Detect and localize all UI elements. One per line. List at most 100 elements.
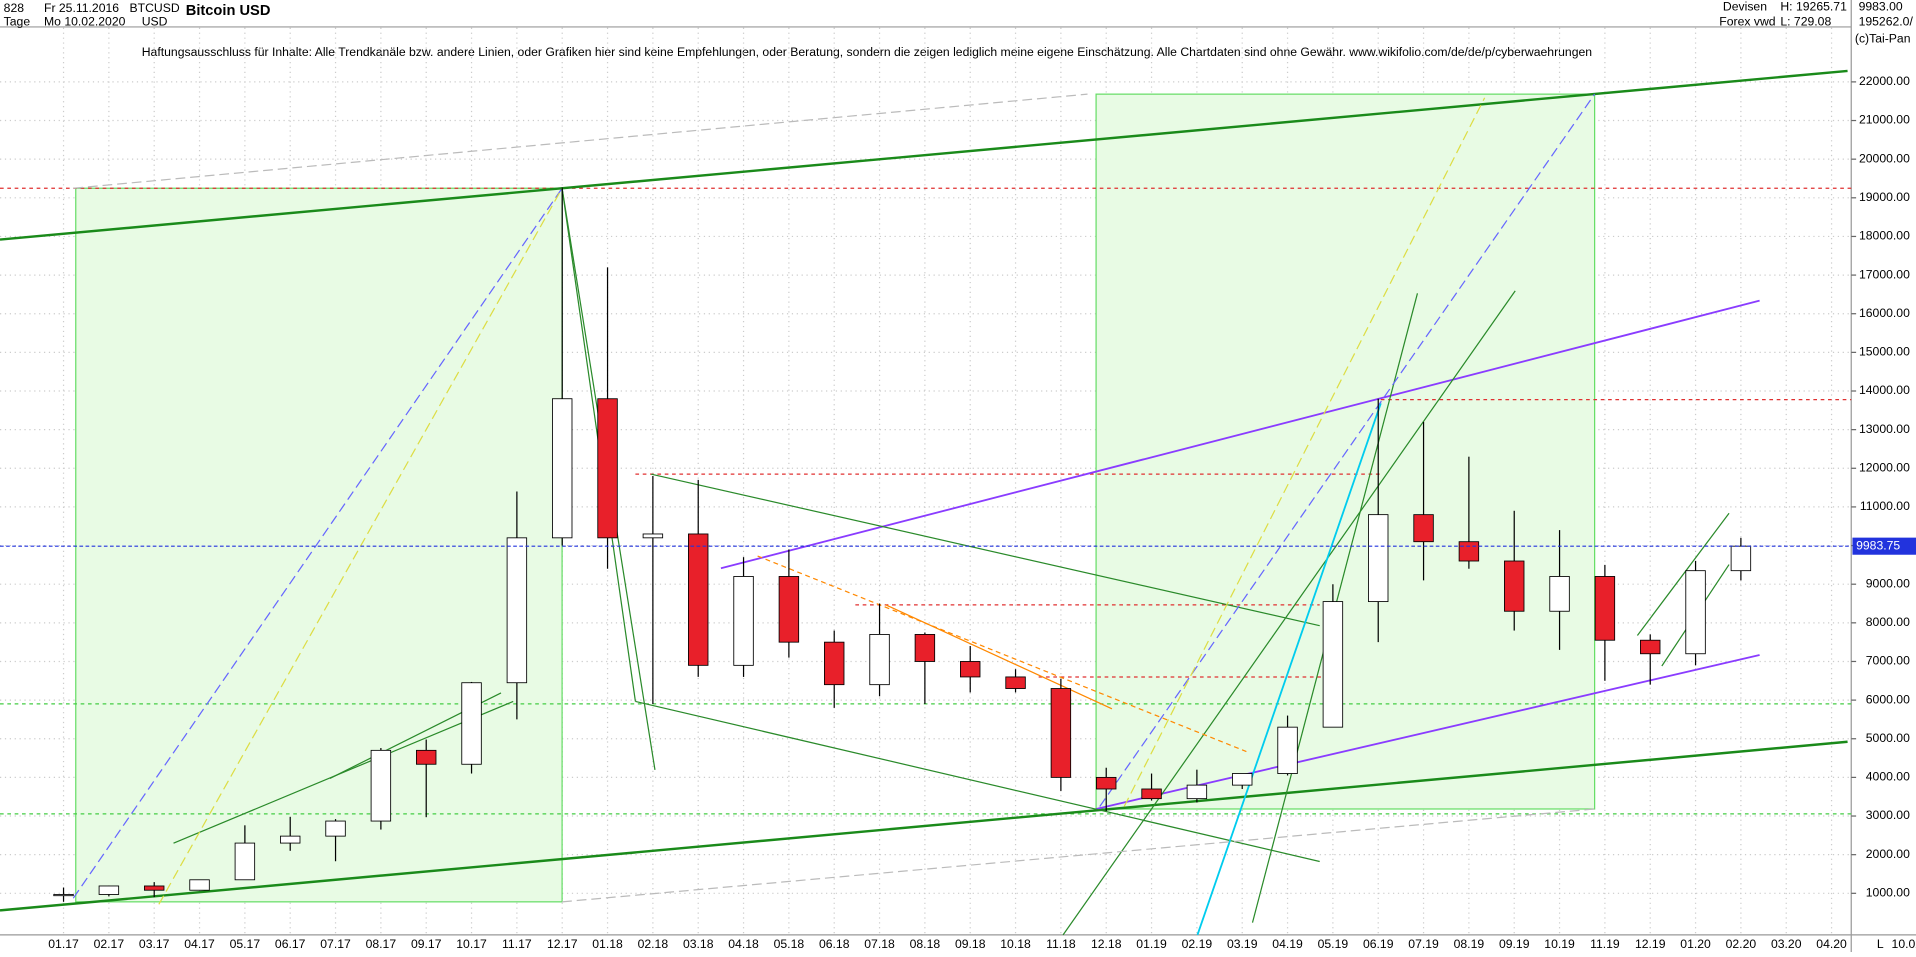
- y-tick-label: 2000.00: [1866, 847, 1910, 861]
- candle-body: [1277, 726, 1298, 774]
- candle-body: [1685, 570, 1706, 655]
- candle-body: [1186, 784, 1208, 800]
- trend-line: [1099, 93, 1596, 807]
- y-tick-label: 3000.00: [1866, 808, 1910, 822]
- candle-body: [869, 634, 890, 686]
- x-tick-label: 01.19: [1136, 937, 1167, 951]
- y-tick-label: 6000.00: [1866, 692, 1910, 706]
- trend-line: [562, 808, 1595, 903]
- candle-body: [280, 835, 301, 844]
- header-low: L: 729.08: [1780, 14, 1831, 28]
- candles: [53, 187, 1752, 902]
- trend-line: [0, 69, 1848, 241]
- candle-body: [1096, 776, 1117, 790]
- candle-body: [53, 894, 74, 897]
- disclaimer: Haftungsausschluss für Inhalte: Alle Tre…: [142, 45, 1592, 59]
- chart-title: Bitcoin USD: [186, 3, 271, 19]
- candle-body: [597, 398, 618, 539]
- x-tick-label: 10.17: [456, 937, 487, 951]
- candle-body: [1458, 541, 1480, 562]
- trend-line: [1095, 654, 1760, 810]
- candle-body: [1504, 560, 1525, 612]
- x-tick-label: 05.18: [774, 937, 805, 951]
- candle-body: [778, 576, 800, 643]
- x-tick-label: 12.19: [1635, 937, 1666, 951]
- candle-body: [1322, 601, 1344, 728]
- header-last: 9983.00: [1859, 0, 1903, 14]
- date-label: 10.02.20: [1892, 937, 1916, 951]
- x-tick-label: 02.19: [1182, 937, 1213, 951]
- candle-body: [824, 641, 845, 686]
- x-tick-label: 04.19: [1272, 937, 1303, 951]
- x-tick-label: 07.19: [1408, 937, 1439, 951]
- y-tick-label: 17000.00: [1859, 267, 1910, 281]
- candle-body: [1232, 773, 1253, 786]
- price-label-box: [1852, 537, 1916, 555]
- drawings: [0, 69, 1852, 936]
- y-tick-label: 19000.00: [1859, 190, 1910, 204]
- price-label: 9983.75: [1856, 538, 1900, 552]
- y-tick-label: 5000.00: [1866, 731, 1910, 745]
- x-tick-label: 06.19: [1363, 937, 1394, 951]
- candle-body: [189, 879, 210, 891]
- candle-body: [1730, 545, 1752, 572]
- x-tick-label: 09.18: [955, 937, 986, 951]
- x-tick-label: 09.19: [1499, 937, 1530, 951]
- candle-body: [960, 661, 981, 678]
- candle-body: [416, 749, 437, 765]
- candle-body: [1050, 688, 1072, 778]
- x-tick-label: 03.20: [1771, 937, 1802, 951]
- header-source: Forex vwd: [1719, 14, 1775, 28]
- trend-line: [1196, 402, 1382, 936]
- trend-line: [1123, 97, 1486, 807]
- trend-line: [757, 555, 1247, 753]
- y-tick-label: 22000.00: [1859, 74, 1910, 88]
- header-market: Devisen: [1723, 0, 1767, 14]
- x-tick-label: 08.17: [366, 937, 397, 951]
- candle-body: [1141, 788, 1162, 800]
- x-tick-label: 04.20: [1816, 937, 1847, 951]
- x-tick-label: 05.17: [230, 937, 261, 951]
- candle-body: [1594, 576, 1616, 641]
- trend-line: [720, 299, 1760, 570]
- y-tick-label: 15000.00: [1859, 345, 1910, 359]
- y-tick-label: 11000.00: [1860, 499, 1910, 513]
- x-tick-label: 08.18: [910, 937, 941, 951]
- trend-line: [72, 187, 563, 899]
- x-tick-label: 09.17: [411, 937, 442, 951]
- copyright: (c)Tai-Pan: [1855, 31, 1911, 45]
- candle-body: [914, 634, 936, 662]
- header-symbol: BTCUSD: [130, 1, 180, 15]
- y-tick-label: 4000.00: [1866, 770, 1910, 784]
- x-tick-label: 11.19: [1590, 937, 1620, 951]
- header-currency: USD: [142, 14, 168, 28]
- candle-body: [552, 398, 573, 539]
- y-tick-label: 21000.00: [1859, 113, 1910, 127]
- header-count[interactable]: 828: [4, 1, 25, 15]
- x-tick-label: 06.17: [275, 937, 306, 951]
- trend-line: [73, 93, 1088, 189]
- x-tick-label: 05.19: [1318, 937, 1349, 951]
- trend-line: [651, 473, 1320, 627]
- y-tick-label: 1000.00: [1866, 886, 1910, 900]
- candle-body: [1005, 676, 1026, 689]
- candle-body: [1549, 576, 1570, 612]
- x-tick-label: 08.19: [1454, 937, 1485, 951]
- candle-body: [688, 533, 709, 666]
- y-tick-label: 18000.00: [1859, 229, 1910, 243]
- candle-body: [1368, 514, 1389, 603]
- x-tick-label: 11.17: [502, 937, 532, 951]
- candle-body: [234, 842, 256, 881]
- x-tick-label: 02.18: [638, 937, 669, 951]
- x-tick-label: 07.18: [864, 937, 895, 951]
- x-tick-label: 01.20: [1680, 937, 1711, 951]
- header-volume: 195262.0/: [1859, 14, 1914, 28]
- trend-line: [0, 740, 1848, 912]
- header-period[interactable]: Tage: [4, 14, 31, 28]
- y-tick-label: 16000.00: [1859, 306, 1910, 320]
- candle-body: [1413, 514, 1434, 543]
- header-end: Mo 10.02.2020: [44, 14, 126, 28]
- x-tick-label: 06.18: [819, 937, 850, 951]
